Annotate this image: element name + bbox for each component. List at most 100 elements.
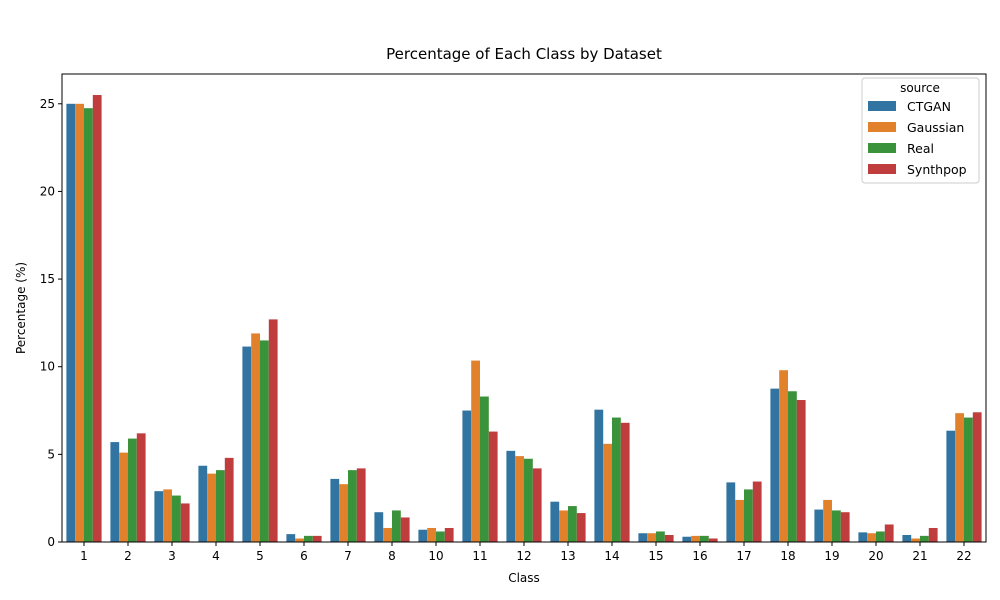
bar-real-class-6 bbox=[304, 535, 313, 542]
x-tick-label-2: 2 bbox=[124, 549, 132, 563]
bar-ctgan-class-2 bbox=[110, 442, 120, 542]
bar-synthpop-class-20 bbox=[884, 524, 894, 542]
bar-synthpop-class-11 bbox=[488, 431, 498, 542]
chart-title: Percentage of Each Class by Dataset bbox=[386, 45, 662, 63]
bar-ctgan-class-6 bbox=[286, 534, 296, 542]
bar-real-class-12 bbox=[524, 458, 533, 542]
bar-real-class-22 bbox=[964, 417, 973, 542]
bar-ctgan-class-7 bbox=[330, 478, 340, 542]
bar-ctgan-class-20 bbox=[858, 532, 868, 542]
bar-real-class-3 bbox=[172, 495, 181, 542]
bar-gaussian-class-15 bbox=[647, 533, 656, 542]
bar-gaussian-class-12 bbox=[515, 456, 524, 542]
bar-gaussian-class-13 bbox=[559, 510, 568, 542]
legend-label-ctgan: CTGAN bbox=[907, 99, 951, 114]
bar-synthpop-class-21 bbox=[928, 527, 938, 542]
x-tick-label-22: 22 bbox=[956, 549, 971, 563]
x-tick-label-6: 6 bbox=[300, 549, 308, 563]
bar-synthpop-class-14 bbox=[620, 422, 630, 542]
bar-ctgan-class-22 bbox=[946, 430, 956, 542]
legend-swatch-synthpop bbox=[868, 164, 896, 174]
bar-gaussian-class-16 bbox=[691, 535, 700, 542]
bar-real-class-11 bbox=[480, 396, 489, 542]
bar-ctgan-class-3 bbox=[154, 491, 164, 542]
bar-real-class-2 bbox=[128, 438, 137, 542]
bar-gaussian-class-3 bbox=[163, 489, 172, 542]
y-axis-ticks: 0 5 10 15 20 25 bbox=[40, 97, 62, 549]
legend-swatch-real bbox=[868, 143, 896, 153]
bar-synthpop-class-7 bbox=[356, 468, 366, 542]
bar-synthpop-class-19 bbox=[840, 512, 850, 542]
y-tick-label-0: 0 bbox=[47, 535, 55, 549]
bar-gaussian-class-8 bbox=[383, 527, 392, 542]
bar-synthpop-class-13 bbox=[576, 513, 586, 542]
bar-gaussian-class-17 bbox=[735, 499, 744, 542]
bar-gaussian-class-22 bbox=[955, 413, 964, 542]
bar-gaussian-class-11 bbox=[471, 360, 480, 542]
x-tick-label-13: 13 bbox=[560, 549, 575, 563]
x-tick-label-14: 14 bbox=[604, 549, 619, 563]
bar-real-class-20 bbox=[876, 531, 885, 542]
bar-ctgan-class-17 bbox=[726, 482, 736, 542]
legend-label-synthpop: Synthpop bbox=[907, 162, 967, 177]
bar-gaussian-class-18 bbox=[779, 370, 788, 542]
y-tick-label-20: 20 bbox=[40, 184, 55, 198]
legend-swatch-ctgan bbox=[868, 101, 896, 111]
x-tick-label-11: 11 bbox=[472, 549, 487, 563]
legend-swatch-gaussian bbox=[868, 122, 896, 132]
bar-gaussian-class-5 bbox=[251, 333, 260, 542]
legend-title: source bbox=[900, 81, 940, 95]
bar-real-class-8 bbox=[392, 510, 401, 542]
bar-ctgan-class-1 bbox=[66, 103, 76, 543]
bar-synthpop-class-5 bbox=[268, 319, 278, 542]
bar-ctgan-class-11 bbox=[462, 410, 472, 542]
legend-label-gaussian: Gaussian bbox=[907, 120, 964, 135]
bar-synthpop-class-2 bbox=[136, 433, 146, 542]
bar-ctgan-class-5 bbox=[242, 346, 252, 542]
bar-real-class-7 bbox=[348, 470, 357, 542]
bar-synthpop-class-15 bbox=[664, 534, 674, 542]
bar-synthpop-class-6 bbox=[312, 535, 322, 542]
legend-label-real: Real bbox=[907, 141, 934, 156]
bar-ctgan-class-16 bbox=[682, 536, 692, 542]
y-tick-label-15: 15 bbox=[40, 272, 55, 286]
bar-real-class-17 bbox=[744, 489, 753, 542]
bar-ctgan-class-8 bbox=[374, 512, 384, 542]
legend-items: CTGAN Gaussian Real Synthpop bbox=[868, 99, 967, 177]
x-tick-label-8: 8 bbox=[388, 549, 396, 563]
x-tick-label-19: 19 bbox=[824, 549, 839, 563]
bar-synthpop-class-17 bbox=[752, 481, 762, 542]
bar-gaussian-class-14 bbox=[603, 443, 612, 542]
x-tick-label-17: 17 bbox=[736, 549, 751, 563]
bar-gaussian-class-2 bbox=[119, 452, 128, 542]
x-axis-ticks: 1 2 3 4 5 6 7 8 10 11 12 13 14 15 16 17 18 19 20 21 22 bbox=[80, 542, 972, 563]
bar-real-class-13 bbox=[568, 506, 577, 542]
x-tick-label-21: 21 bbox=[912, 549, 927, 563]
bar-gaussian-class-10 bbox=[427, 527, 436, 542]
bar-real-class-1 bbox=[84, 108, 93, 543]
bar-real-class-18 bbox=[788, 391, 797, 542]
bar-gaussian-class-7 bbox=[339, 484, 348, 542]
x-tick-label-20: 20 bbox=[868, 549, 883, 563]
y-tick-label-5: 5 bbox=[47, 447, 55, 461]
bar-ctgan-class-21 bbox=[902, 534, 912, 542]
legend: source CTGAN Gaussian Real Synthpop bbox=[861, 77, 980, 184]
x-tick-label-12: 12 bbox=[516, 549, 531, 563]
bar-synthpop-class-8 bbox=[400, 517, 410, 542]
x-tick-label-18: 18 bbox=[780, 549, 795, 563]
y-tick-label-10: 10 bbox=[40, 360, 55, 374]
x-tick-label-3: 3 bbox=[168, 549, 176, 563]
bar-synthpop-class-22 bbox=[972, 412, 982, 542]
x-tick-label-10: 10 bbox=[428, 549, 443, 563]
bar-synthpop-class-12 bbox=[532, 468, 542, 542]
bar-gaussian-class-1 bbox=[75, 103, 84, 543]
x-tick-label-7: 7 bbox=[344, 549, 352, 563]
bar-gaussian-class-21 bbox=[911, 538, 920, 542]
bar-real-class-10 bbox=[436, 531, 445, 542]
x-tick-label-15: 15 bbox=[648, 549, 663, 563]
bar-ctgan-class-4 bbox=[198, 465, 208, 542]
bar-synthpop-class-4 bbox=[224, 457, 234, 542]
bar-real-class-19 bbox=[832, 510, 841, 542]
x-axis-title: Class bbox=[508, 571, 540, 585]
